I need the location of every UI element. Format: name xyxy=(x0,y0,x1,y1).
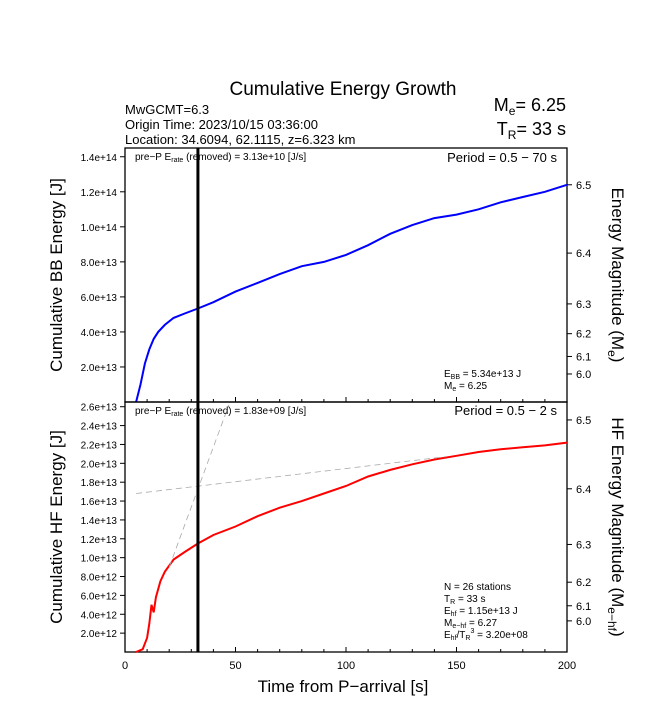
y2-tick-label: 6.5 xyxy=(576,180,591,192)
bb-me: Me = 6.25 xyxy=(444,381,488,393)
bb-panel: 2.0e+13 4.0e+13 6.0e+13 8.0e+13 1.0e+14 1.2e+… xyxy=(81,147,591,403)
hf-prep-annotation: pre−P Erate (removed) = 1.83e+09 [J/s] xyxy=(135,406,306,418)
y-tick-label: 6.0e+13 xyxy=(81,293,118,304)
y2-tick-label: 6.2 xyxy=(576,329,591,341)
bb-period: Period = 0.5 − 70 s xyxy=(447,150,557,165)
y-tick-label: 2.0e+13 xyxy=(81,459,118,470)
y2-tick-label: 6.2 xyxy=(576,577,591,589)
y2-tick-label: 6.3 xyxy=(576,299,591,311)
fit-line xyxy=(168,404,230,568)
y-tick-label: 1.0e+13 xyxy=(81,554,118,565)
y2-tick-label: 6.5 xyxy=(576,415,591,427)
y2-tick-label: 6.0 xyxy=(576,369,591,381)
hf-period: Period = 0.5 − 2 s xyxy=(454,403,557,418)
series-line xyxy=(135,441,568,653)
header-tr: TR= 33 s xyxy=(497,119,566,142)
y-tick-label: 1.4e+13 xyxy=(81,516,118,527)
hf-ehf: Ehf = 1.15e+13 J xyxy=(444,606,518,618)
hf-y2-label: HF Energy Magnitude (Me−hf) xyxy=(605,417,627,636)
hf-tr: TR = 33 s xyxy=(444,594,485,606)
y-tick-label: 1.4e+14 xyxy=(81,153,118,164)
y2-tick-label: 6.0 xyxy=(576,616,591,628)
x-tick-label: 150 xyxy=(447,660,465,672)
hf-mehf: Me−hf = 6.27 xyxy=(444,618,497,630)
series-line xyxy=(135,183,568,403)
bb-prep-annotation: pre−P Erate (removed) = 3.13e+10 [J/s] xyxy=(135,152,306,164)
y-tick-label: 1.0e+14 xyxy=(81,223,118,234)
y2-tick-label: 6.3 xyxy=(576,539,591,551)
info-location: Location: 34.6094, 62.1115, z=6.323 km xyxy=(125,132,355,147)
x-tick-label: 50 xyxy=(229,660,241,672)
y-tick-label: 1.2e+13 xyxy=(81,535,118,546)
x-tick-label: 200 xyxy=(558,660,576,672)
bb-ebb: EBB = 5.34e+13 J xyxy=(444,369,521,381)
bb-y2-label: Energy Magnitude (Me) xyxy=(605,188,627,363)
y-tick-label: 6.0e+12 xyxy=(81,591,118,602)
plot-frame xyxy=(124,147,568,403)
x-axis-label: Time from P−arrival [s] xyxy=(258,677,429,696)
y-tick-label: 4.0e+13 xyxy=(81,328,118,339)
header-me: Me= 6.25 xyxy=(494,95,566,118)
x-tick-label: 100 xyxy=(337,660,355,672)
y2-tick-label: 6.4 xyxy=(576,484,591,496)
y-tick-label: 4.0e+12 xyxy=(81,610,118,621)
bb-y-label: Cumulative BB Energy [J] xyxy=(47,178,66,372)
y-tick-label: 2.0e+12 xyxy=(81,629,118,640)
y-tick-label: 1.2e+14 xyxy=(81,188,118,199)
x-tick-label: 0 xyxy=(122,660,128,672)
info-mw: MwGCMT=6.3 xyxy=(125,102,209,117)
y-tick-label: 1.8e+13 xyxy=(81,478,118,489)
chart-title: Cumulative Energy Growth xyxy=(229,79,456,100)
info-origin: Origin Time: 2023/10/15 03:36:00 xyxy=(125,117,318,132)
y2-tick-label: 6.1 xyxy=(576,601,591,613)
y-tick-label: 2.6e+13 xyxy=(81,403,118,414)
y-tick-label: 2.0e+13 xyxy=(81,363,118,374)
fit-line xyxy=(136,456,446,494)
y-tick-label: 8.0e+12 xyxy=(81,573,118,584)
y2-tick-label: 6.1 xyxy=(576,351,591,363)
y-tick-label: 2.4e+13 xyxy=(81,422,118,433)
hf-n: N = 26 stations xyxy=(444,582,511,593)
hf-panel: 2.0e+12 4.0e+12 6.0e+12 8.0e+12 1.0e+13 1.2e+… xyxy=(81,401,591,672)
y-tick-label: 1.6e+13 xyxy=(81,497,118,508)
hf-y-label: Cumulative HF Energy [J] xyxy=(47,430,66,624)
y2-tick-label: 6.4 xyxy=(576,248,591,260)
y-tick-label: 8.0e+13 xyxy=(81,258,118,269)
hf-stats: N = 26 stations TR = 33 s Ehf = 1.15e+13… xyxy=(444,582,528,642)
y-tick-label: 2.2e+13 xyxy=(81,440,118,451)
hf-ratio: Ehf/TR3 = 3.20e+08 xyxy=(444,628,528,642)
